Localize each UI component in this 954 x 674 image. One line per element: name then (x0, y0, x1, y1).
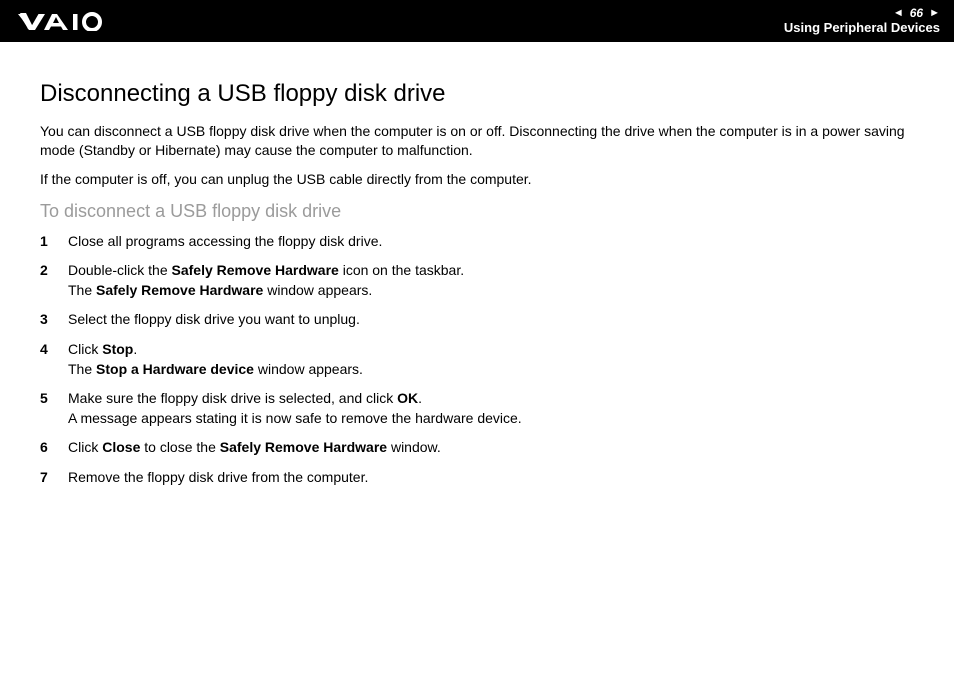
page-number: 66 (910, 7, 923, 20)
step-number: 7 (40, 468, 68, 488)
step-number: 4 (40, 340, 68, 379)
procedure-step: 4Click Stop.The Stop a Hardware device w… (40, 340, 914, 379)
procedure-step: 5Make sure the floppy disk drive is sele… (40, 389, 914, 428)
step-body: Click Stop.The Stop a Hardware device wi… (68, 340, 914, 379)
procedure-step: 7Remove the floppy disk drive from the c… (40, 468, 914, 488)
step-body: Remove the floppy disk drive from the co… (68, 468, 914, 488)
procedure-steps: 1Close all programs accessing the floppy… (40, 232, 914, 488)
header-right: ◄ 66 ► Using Peripheral Devices (784, 7, 940, 35)
step-number: 2 (40, 261, 68, 300)
step-number: 1 (40, 232, 68, 252)
intro-paragraph-1: You can disconnect a USB floppy disk dri… (40, 122, 914, 160)
procedure-step: 1Close all programs accessing the floppy… (40, 232, 914, 252)
procedure-step: 2Double-click the Safely Remove Hardware… (40, 261, 914, 300)
procedure-step: 3Select the floppy disk drive you want t… (40, 310, 914, 330)
vaio-logo (18, 11, 118, 31)
page-title: Disconnecting a USB floppy disk drive (40, 80, 914, 108)
prev-page-arrow[interactable]: ◄ (893, 7, 904, 19)
intro-paragraph-2: If the computer is off, you can unplug t… (40, 170, 914, 189)
section-label: Using Peripheral Devices (784, 21, 940, 35)
procedure-step: 6Click Close to close the Safely Remove … (40, 438, 914, 458)
page-header: ◄ 66 ► Using Peripheral Devices (0, 0, 954, 42)
step-body: Make sure the floppy disk drive is selec… (68, 389, 914, 428)
step-body: Close all programs accessing the floppy … (68, 232, 914, 252)
next-page-arrow[interactable]: ► (929, 7, 940, 19)
procedure-subheading: To disconnect a USB floppy disk drive (40, 201, 914, 222)
step-number: 3 (40, 310, 68, 330)
step-body: Click Close to close the Safely Remove H… (68, 438, 914, 458)
step-number: 5 (40, 389, 68, 428)
step-number: 6 (40, 438, 68, 458)
step-body: Double-click the Safely Remove Hardware … (68, 261, 914, 300)
page-content: Disconnecting a USB floppy disk drive Yo… (0, 42, 954, 488)
page-nav: ◄ 66 ► (893, 7, 940, 20)
step-body: Select the floppy disk drive you want to… (68, 310, 914, 330)
